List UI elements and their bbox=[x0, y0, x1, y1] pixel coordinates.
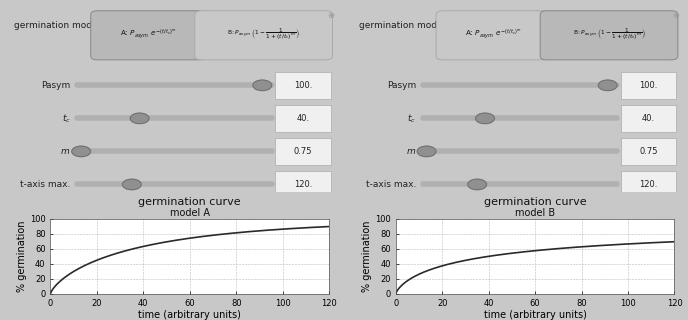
FancyBboxPatch shape bbox=[621, 171, 676, 198]
Text: A: $P_{asym}\ e^{-(t/t_c)^m}$: A: $P_{asym}\ e^{-(t/t_c)^m}$ bbox=[465, 28, 522, 41]
Text: 100.: 100. bbox=[639, 81, 658, 90]
Circle shape bbox=[253, 80, 272, 91]
Text: t-axis max.: t-axis max. bbox=[20, 180, 71, 189]
Text: 0.75: 0.75 bbox=[639, 147, 658, 156]
Text: A: $P_{asym}\ e^{-(t/t_c)^m}$: A: $P_{asym}\ e^{-(t/t_c)^m}$ bbox=[120, 28, 176, 41]
Title: germination curve: germination curve bbox=[138, 197, 241, 207]
Title: germination curve: germination curve bbox=[484, 197, 586, 207]
FancyBboxPatch shape bbox=[621, 105, 676, 132]
FancyBboxPatch shape bbox=[275, 171, 331, 198]
FancyBboxPatch shape bbox=[275, 138, 331, 164]
Text: 40.: 40. bbox=[297, 114, 310, 123]
FancyBboxPatch shape bbox=[621, 72, 676, 99]
Text: germination model: germination model bbox=[359, 21, 445, 30]
Circle shape bbox=[417, 146, 436, 157]
X-axis label: time (arbitrary units): time (arbitrary units) bbox=[138, 310, 241, 320]
Text: Pasym: Pasym bbox=[41, 81, 71, 90]
Text: ⊕: ⊕ bbox=[327, 11, 334, 20]
Circle shape bbox=[72, 146, 91, 157]
Text: $t_c$: $t_c$ bbox=[62, 112, 71, 124]
Text: ⊕: ⊕ bbox=[673, 11, 680, 20]
Text: 120.: 120. bbox=[294, 180, 312, 189]
X-axis label: time (arbitrary units): time (arbitrary units) bbox=[484, 310, 587, 320]
Text: 0.75: 0.75 bbox=[294, 147, 312, 156]
Text: model A: model A bbox=[170, 208, 210, 218]
FancyBboxPatch shape bbox=[621, 138, 676, 164]
Circle shape bbox=[475, 113, 495, 124]
FancyBboxPatch shape bbox=[436, 11, 550, 60]
FancyBboxPatch shape bbox=[195, 11, 332, 60]
Text: model B: model B bbox=[515, 208, 555, 218]
Text: $m$: $m$ bbox=[61, 147, 71, 156]
Circle shape bbox=[122, 179, 141, 190]
Text: B: $P_{asym}\ \left(1-\dfrac{1}{1+(t/t_c)^m}\right)$: B: $P_{asym}\ \left(1-\dfrac{1}{1+(t/t_c… bbox=[227, 27, 300, 42]
FancyBboxPatch shape bbox=[275, 72, 331, 99]
Text: $m$: $m$ bbox=[406, 147, 416, 156]
FancyBboxPatch shape bbox=[275, 105, 331, 132]
Text: germination model: germination model bbox=[14, 21, 100, 30]
Text: t-axis max.: t-axis max. bbox=[365, 180, 416, 189]
Text: B: $P_{asym}\ \left(1-\dfrac{1}{1+(t/t_c)^m}\right)$: B: $P_{asym}\ \left(1-\dfrac{1}{1+(t/t_c… bbox=[572, 27, 645, 42]
Text: $t_c$: $t_c$ bbox=[407, 112, 416, 124]
FancyBboxPatch shape bbox=[91, 11, 205, 60]
Text: 120.: 120. bbox=[639, 180, 658, 189]
Y-axis label: % germination: % germination bbox=[17, 220, 27, 292]
Y-axis label: % germination: % germination bbox=[363, 220, 372, 292]
Circle shape bbox=[130, 113, 149, 124]
Circle shape bbox=[599, 80, 617, 91]
FancyBboxPatch shape bbox=[540, 11, 678, 60]
Text: Pasym: Pasym bbox=[387, 81, 416, 90]
Circle shape bbox=[468, 179, 486, 190]
Text: 40.: 40. bbox=[642, 114, 655, 123]
Text: 100.: 100. bbox=[294, 81, 312, 90]
